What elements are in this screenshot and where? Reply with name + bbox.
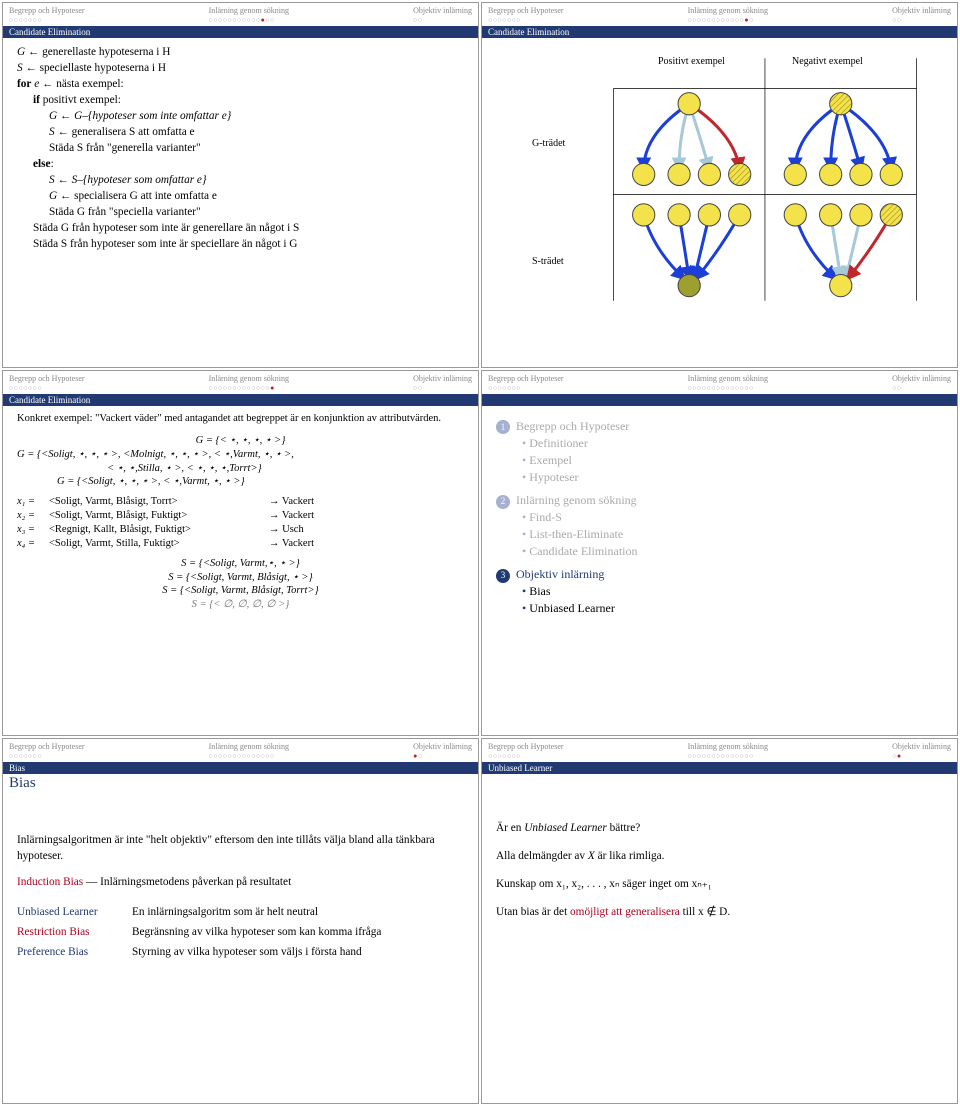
subsec: Candidate Elimination — [3, 26, 478, 38]
slide-trees: Begrepp och Hypoteser○○○○○○○ Inlärning g… — [481, 2, 958, 368]
navbar: Begrepp och Hypoteser○○○○○○○ Inlärning g… — [482, 3, 957, 24]
tree-diagram: Positivt exempel Negativt exempel G-träd… — [482, 38, 957, 298]
slide-title: Bias — [3, 774, 478, 796]
navbar: Begrepp och Hypoteser○○○○○○○ Inlärning g… — [482, 739, 957, 760]
nav-s3: Objektiv inlärning — [413, 6, 472, 15]
toc: 1Begrepp och Hypoteser DefinitionerExemp… — [482, 406, 957, 623]
navbar: Begrepp och Hypoteser○○○○○○○ Inlärning g… — [482, 371, 957, 392]
slide-bias: Begrepp och Hypoteser○○○○○○○ Inlärning g… — [2, 738, 479, 1104]
subsec: Candidate Elimination — [482, 26, 957, 38]
content: Konkret exempel: "Vackert väder" med ant… — [3, 406, 478, 618]
content: Är en Unbiased Learner bättre? Alla delm… — [482, 814, 957, 926]
slide-algorithm: Begrepp och Hypoteser○○○○○○○ Inlärning g… — [2, 2, 479, 368]
slide-unbiased: Begrepp och Hypoteser○○○○○○○ Inlärning g… — [481, 738, 958, 1104]
slide-toc: Begrepp och Hypoteser○○○○○○○ Inlärning g… — [481, 370, 958, 736]
subsec: Bias — [3, 762, 478, 774]
subsec: Unbiased Learner — [482, 762, 957, 774]
navbar: Begrepp och Hypoteser○○○○○○○ Inlärning g… — [3, 739, 478, 760]
navbar: Begrepp och Hypoteser○○○○○○○ Inlärning g… — [3, 3, 478, 24]
nav-s1: Begrepp och Hypoteser — [9, 6, 85, 15]
content: Inlärningsalgoritmen är inte "helt objek… — [3, 826, 478, 966]
slide-example: Begrepp och Hypoteser○○○○○○○ Inlärning g… — [2, 370, 479, 736]
navbar: Begrepp och Hypoteser○○○○○○○ Inlärning g… — [3, 371, 478, 392]
nav-s2: Inlärning genom sökning — [209, 6, 289, 15]
subsec: Candidate Elimination — [3, 394, 478, 406]
content: Ggenerellaste hypoteserna i H Sspeciella… — [3, 38, 478, 258]
